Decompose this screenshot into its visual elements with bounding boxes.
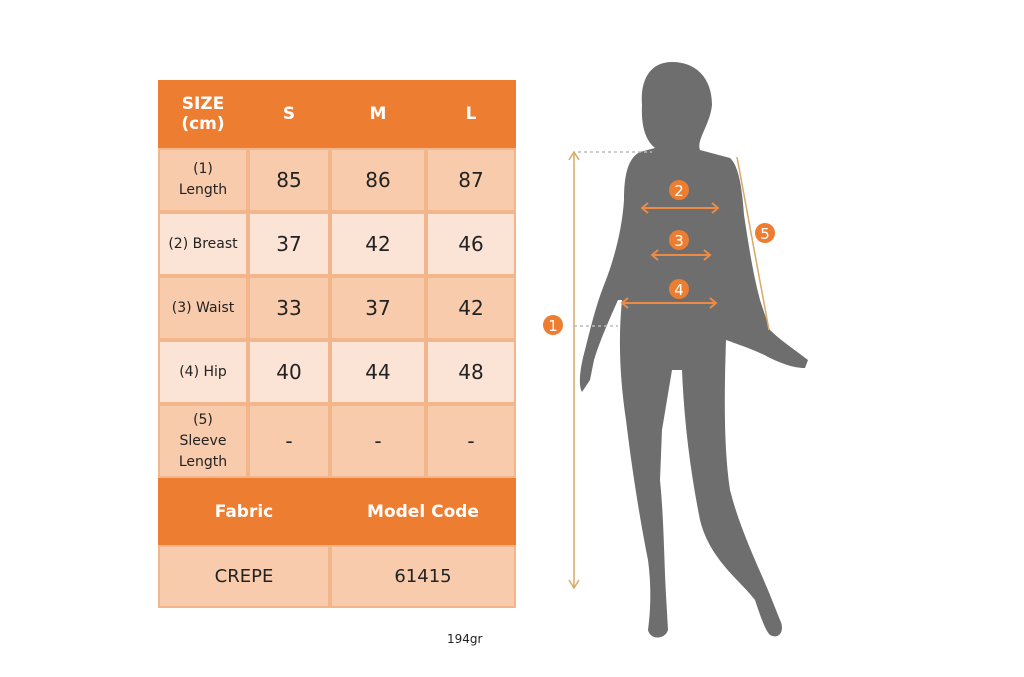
value-cell-text: 42 xyxy=(365,232,391,256)
value-cell: 42 xyxy=(330,212,426,276)
measurement-markers: 1 2 3 4 5 xyxy=(543,180,775,335)
header-cell-text: L xyxy=(465,104,477,124)
header-cell-text: S xyxy=(282,104,296,124)
value-cell: 87 xyxy=(426,148,516,212)
value-cell-text: 86 xyxy=(365,168,391,192)
marker-3: 3 xyxy=(674,232,684,250)
header-cell: S xyxy=(248,80,330,148)
marker-5: 5 xyxy=(760,225,770,243)
header-cell: SIZE (cm) xyxy=(158,80,248,148)
value-cell: - xyxy=(248,404,330,478)
value-cell: 86 xyxy=(330,148,426,212)
model-code-header-text: Model Code xyxy=(367,501,479,522)
row-label-text: (5) Sleeve Length xyxy=(178,411,228,470)
value-cell-text: - xyxy=(374,429,382,453)
value-cell: 85 xyxy=(248,148,330,212)
marker-4: 4 xyxy=(674,281,684,299)
value-cell-text: 33 xyxy=(276,296,302,320)
header-cell-text: SIZE (cm) xyxy=(181,94,225,134)
row-label-text: (4) Hip xyxy=(179,363,227,380)
silhouette xyxy=(579,62,808,638)
value-cell: - xyxy=(426,404,516,478)
value-cell: 46 xyxy=(426,212,516,276)
row-label-text: (1) Length xyxy=(178,161,228,198)
value-cell: 48 xyxy=(426,340,516,404)
fabric-header-text: Fabric xyxy=(214,501,274,522)
value-cell-text: 85 xyxy=(276,168,302,192)
value-cell-text: 87 xyxy=(458,168,484,192)
value-cell: 40 xyxy=(248,340,330,404)
model-code-value: 61415 xyxy=(330,545,516,608)
fabric-value-text: CREPE xyxy=(214,566,274,587)
value-cell-text: 40 xyxy=(276,360,302,384)
header-cell: M xyxy=(330,80,426,148)
marker-1: 1 xyxy=(548,317,558,335)
row-label-text: (2) Breast xyxy=(168,235,238,252)
row-label: (3) Waist xyxy=(158,276,248,340)
row-label: (5) Sleeve Length xyxy=(158,404,248,478)
header-cell: L xyxy=(426,80,516,148)
weight-label: 194gr xyxy=(447,632,483,646)
value-cell: 37 xyxy=(330,276,426,340)
value-cell: 44 xyxy=(330,340,426,404)
value-cell-text: 44 xyxy=(365,360,391,384)
fabric-value: CREPE xyxy=(158,545,330,608)
value-cell-text: - xyxy=(285,429,293,453)
marker-2: 2 xyxy=(674,182,684,200)
model-code-header: Model Code xyxy=(330,478,516,545)
value-cell-text: - xyxy=(467,429,475,453)
value-cell-text: 37 xyxy=(365,296,391,320)
row-label: (2) Breast xyxy=(158,212,248,276)
value-cell-text: 46 xyxy=(458,232,484,256)
header-cell-text: M xyxy=(369,104,387,124)
row-label: (1) Length xyxy=(158,148,248,212)
value-cell: - xyxy=(330,404,426,478)
value-cell: 42 xyxy=(426,276,516,340)
value-cell-text: 48 xyxy=(458,360,484,384)
model-code-value-text: 61415 xyxy=(394,566,452,587)
fabric-header: Fabric xyxy=(158,478,330,545)
row-label-text: (3) Waist xyxy=(171,299,235,316)
size-chart-table: SIZE (cm) S M L (1) Length 85 86 87 (2) Breast 37… xyxy=(158,80,516,608)
value-cell: 33 xyxy=(248,276,330,340)
value-cell-text: 42 xyxy=(458,296,484,320)
value-cell-text: 37 xyxy=(276,232,302,256)
value-cell: 37 xyxy=(248,212,330,276)
row-label: (4) Hip xyxy=(158,340,248,404)
